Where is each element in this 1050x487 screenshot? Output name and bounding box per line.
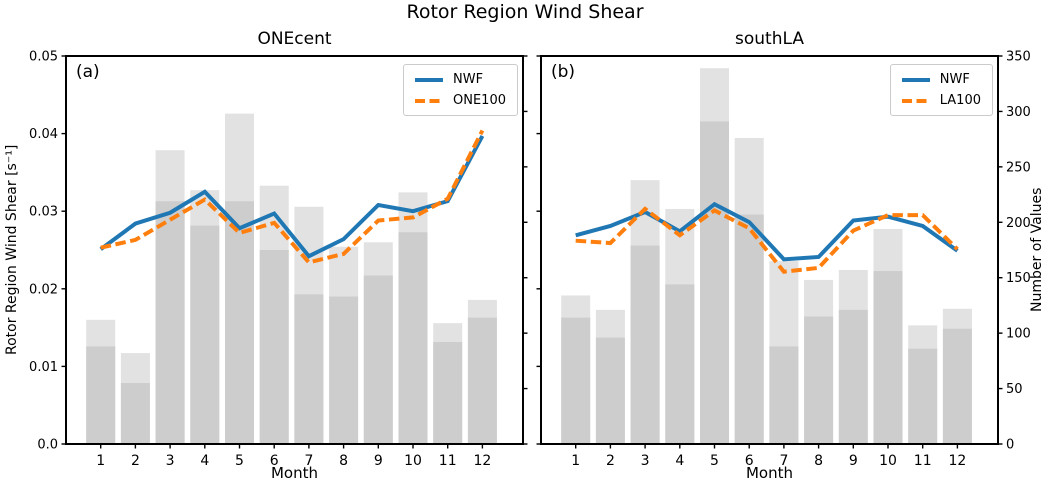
right-tick-label: 0: [1006, 438, 1014, 453]
right-tick-label: 50: [1006, 382, 1023, 397]
right-tick-label: 150: [1006, 271, 1031, 286]
x-tick-label: 4: [675, 453, 684, 469]
bar-count-overlap: [155, 201, 185, 444]
left-tick-label: 0.05: [29, 50, 58, 65]
bar-count-overlap: [665, 284, 695, 444]
subplot-a: 0.0 0.01 0.02 0.03 0.04 0.05 1 2 3 4 5 6 7 8 9 10 11 12 (…: [29, 50, 528, 469]
x-tick-label: 1: [571, 453, 580, 469]
right-tick-label: 200: [1006, 216, 1031, 231]
x-axis-label-b: Month: [745, 464, 793, 482]
x-tick-label: 11: [439, 453, 457, 469]
bar-count-overlap: [700, 121, 729, 445]
bar-count-overlap: [225, 201, 254, 444]
bar-count-overlap: [259, 250, 289, 444]
bar-count-overlap: [561, 317, 591, 444]
x-tick-label: 8: [814, 453, 823, 469]
x-tick-label: 6: [745, 453, 754, 469]
left-tick-label: 0.0: [37, 438, 58, 453]
legend-label-nwf: NWF: [939, 72, 970, 87]
x-tick-label: 1: [96, 453, 105, 469]
subplot-title-southla: southLA: [735, 29, 804, 49]
bar-count-overlap: [363, 275, 393, 444]
bar-count-overlap: [873, 271, 903, 444]
x-tick-label: 6: [270, 453, 279, 469]
bar-count-overlap: [294, 294, 324, 444]
bar-count-overlap: [942, 328, 972, 444]
left-tick-label: 0.01: [29, 360, 58, 375]
chart-canvas-a: 0.00.010.020.030.040.051 2 3 4 5 6 7 8 9 10 11 12: [29, 50, 528, 469]
y-axis-label-left: Rotor Region Wind Shear [s⁻¹]: [4, 144, 20, 356]
legend-b: NWF LA100: [889, 64, 993, 116]
x-tick-label: 12: [473, 453, 491, 469]
x-tick-label: 4: [200, 453, 209, 469]
x-tick-label: 2: [131, 453, 140, 469]
right-tick-label: 300: [1006, 105, 1031, 120]
nwf-line-swatch: [901, 77, 930, 82]
left-tick-label: 0.03: [29, 205, 58, 220]
x-tick-label: 7: [779, 453, 788, 469]
x-axis-label-a: Month: [270, 464, 318, 482]
bar-count-overlap: [467, 317, 497, 444]
subplot-title-onecent: ONEcent: [257, 29, 332, 49]
x-tick-label: 10: [879, 453, 897, 469]
x-tick-label: 2: [606, 453, 615, 469]
line-ONE100: [100, 129, 485, 265]
legend-a: NWF ONE100: [403, 64, 518, 116]
subplot-b: 0 50 100 150 200 250 300 350 1 2 3 4 5 6 7 8 9 10 11 12 (b)…: [536, 50, 1031, 469]
nwf-line-swatch: [415, 77, 444, 82]
bar-count-overlap: [120, 383, 150, 444]
bar-count-overlap: [86, 346, 116, 444]
left-tick-label: 0.02: [29, 282, 58, 297]
x-tick-label: 5: [235, 453, 244, 469]
left-tick-label: 0.04: [29, 127, 58, 142]
legend-entry-la100: LA100: [901, 93, 981, 108]
x-tick-label: 8: [339, 453, 348, 469]
x-tick-label: 12: [948, 453, 966, 469]
x-tick-label: 9: [374, 453, 383, 469]
legend-entry-nwf: NWF: [901, 72, 981, 87]
bar-count-overlap: [595, 337, 625, 444]
x-tick-label: 5: [710, 453, 719, 469]
bar-count-overlap: [804, 316, 834, 444]
bar-count-overlap: [630, 245, 660, 444]
bar-count-overlap: [433, 342, 463, 444]
x-tick-label: 3: [641, 453, 650, 469]
bar-count-overlap: [838, 309, 868, 444]
panel-label-b: (b): [551, 62, 576, 82]
x-tick-label: 10: [404, 453, 422, 469]
figure-title: Rotor Region Wind Shear: [406, 1, 644, 23]
right-tick-label: 100: [1006, 327, 1031, 342]
la100-line-swatch: [901, 98, 930, 103]
axes-frame: [65, 55, 524, 445]
legend-entry-nwf: NWF: [415, 73, 506, 86]
legend-label-one100: ONE100: [453, 93, 506, 108]
bar-count-overlap: [190, 225, 220, 444]
legend-label-nwf: NWF: [453, 72, 484, 87]
one100-line-swatch: [415, 98, 444, 103]
right-tick-label: 250: [1006, 160, 1031, 175]
bar-count-overlap: [908, 348, 938, 444]
bar-count-overlap: [734, 214, 764, 444]
bar-count-overlap: [329, 296, 359, 444]
legend-entry-one100: ONE100: [415, 94, 506, 107]
line-NWF: [99, 134, 485, 259]
bar-count-overlap: [398, 232, 428, 444]
x-tick-label: 3: [166, 453, 175, 469]
x-tick-label: 11: [914, 453, 932, 469]
right-tick-label: 350: [1006, 50, 1031, 65]
line-LA100: [575, 206, 959, 274]
axes-frame: [540, 55, 999, 445]
y-axis-label-right: Number of Values: [1029, 187, 1045, 313]
panel-label-a: (a): [76, 62, 100, 82]
x-tick-label: 7: [304, 453, 313, 469]
legend-label-la100: LA100: [939, 93, 981, 108]
bar-count-overlap: [769, 346, 799, 444]
x-tick-label: 9: [849, 453, 858, 469]
